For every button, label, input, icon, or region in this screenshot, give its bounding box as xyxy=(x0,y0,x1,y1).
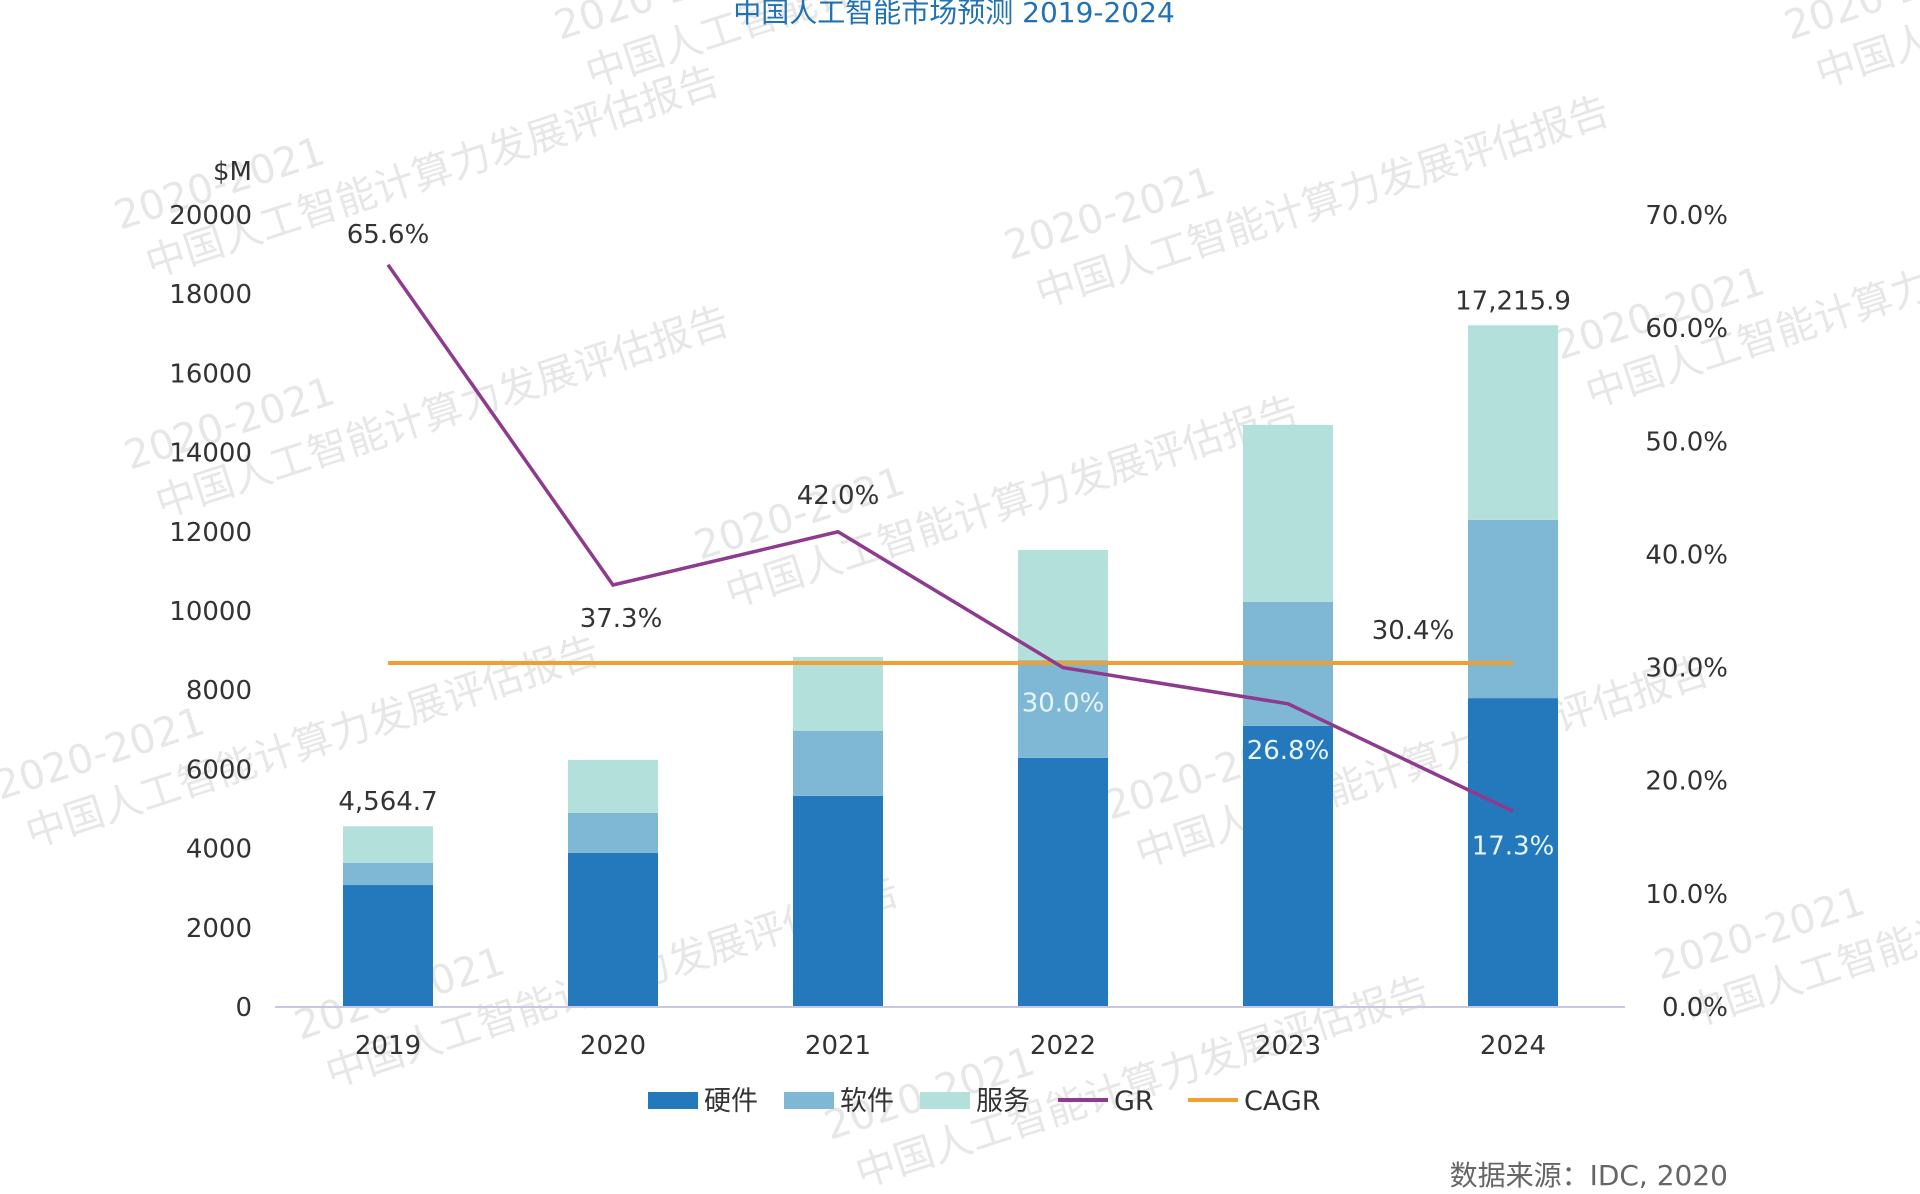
bar-segment-2019 xyxy=(343,885,433,1007)
y2-tick-label: 30.0% xyxy=(1645,654,1728,684)
bar-segment-2024 xyxy=(1468,325,1558,520)
cagr-label: 30.4% xyxy=(1372,616,1455,646)
y-tick-label: 12000 xyxy=(169,518,252,548)
legend-label: 软件 xyxy=(840,1086,894,1117)
bar-segment-2022 xyxy=(1018,660,1108,758)
bar-segment-2024 xyxy=(1468,698,1558,1007)
y2-tick-label: 10.0% xyxy=(1645,880,1728,910)
gr-label: 26.8% xyxy=(1247,736,1330,766)
x-tick-label: 2024 xyxy=(1480,1031,1546,1061)
x-axis: 2019 2020 2021 2022 2023 2024 xyxy=(355,1031,1546,1061)
lines xyxy=(386,263,1514,813)
y2-tick-label: 0.0% xyxy=(1662,993,1728,1023)
legend-label: CAGR xyxy=(1244,1086,1321,1117)
gr-line xyxy=(386,263,1514,813)
total-label: 17,215.9 xyxy=(1455,286,1571,316)
legend-label: GR xyxy=(1114,1086,1154,1117)
bar-segment-2022 xyxy=(1018,757,1108,1007)
bar-segment-2021 xyxy=(793,730,883,796)
bar-segment-2021 xyxy=(793,656,883,731)
legend-swatch-0 xyxy=(648,1092,698,1109)
total-label: 4,564.7 xyxy=(338,787,437,817)
chart-title: 中国人工智能市场预测 2019-2024 xyxy=(733,0,1175,29)
legend-swatch-2 xyxy=(920,1092,970,1109)
bars xyxy=(343,325,1558,1007)
gr-label: 42.0% xyxy=(797,481,880,511)
x-tick-label: 2023 xyxy=(1255,1031,1321,1061)
y-tick-label: 10000 xyxy=(169,597,252,627)
y-tick-label: 14000 xyxy=(169,439,252,469)
gr-label: 30.0% xyxy=(1022,689,1105,719)
bar-segment-2019 xyxy=(343,862,433,886)
legend-label: 服务 xyxy=(976,1086,1030,1117)
legend-swatch-1 xyxy=(784,1092,834,1109)
x-tick-label: 2020 xyxy=(580,1031,646,1061)
y-tick-label: 4000 xyxy=(186,835,252,865)
bar-segment-2023 xyxy=(1243,424,1333,602)
y2-tick-label: 20.0% xyxy=(1645,767,1728,797)
bar-segment-2024 xyxy=(1468,519,1558,699)
legend-label: 硬件 xyxy=(704,1086,758,1117)
gr-label: 17.3% xyxy=(1472,831,1555,861)
data-labels: 65.6% 37.3% 42.0% 30.0% 26.8% 17.3% 30.4% 4,564… xyxy=(338,220,1571,861)
bar-segment-2020 xyxy=(568,812,658,853)
bar-segment-2020 xyxy=(568,759,658,813)
y2-tick-label: 50.0% xyxy=(1645,427,1728,457)
y-tick-label: 0 xyxy=(235,993,252,1023)
y-axis-unit-label: $M xyxy=(213,157,252,187)
y-tick-label: 8000 xyxy=(186,676,252,706)
x-tick-label: 2021 xyxy=(805,1031,871,1061)
y2-tick-label: 70.0% xyxy=(1645,201,1728,231)
y-tick-label: 6000 xyxy=(186,755,252,785)
gr-label: 37.3% xyxy=(580,604,663,634)
y-tick-label: 18000 xyxy=(169,280,252,310)
legend: 硬件 软件 服务 GR CAGR xyxy=(648,1086,1321,1117)
bar-segment-2021 xyxy=(793,795,883,1007)
x-tick-label: 2019 xyxy=(355,1031,421,1061)
y-axis-right: 0.0% 10.0% 20.0% 30.0% 40.0% 50.0% 60.0% 70.0% xyxy=(1645,201,1728,1023)
y-axis-left: 0 2000 4000 6000 8000 10000 12000 14000 16000 180… xyxy=(169,201,252,1023)
y2-tick-label: 40.0% xyxy=(1645,540,1728,570)
bar-segment-2023 xyxy=(1243,725,1333,1007)
bar-segment-2020 xyxy=(568,852,658,1007)
y-tick-label: 2000 xyxy=(186,914,252,944)
y2-tick-label: 60.0% xyxy=(1645,314,1728,344)
gr-label: 65.6% xyxy=(347,220,430,250)
x-tick-label: 2022 xyxy=(1030,1031,1096,1061)
y-tick-label: 20000 xyxy=(169,201,252,231)
bar-segment-2019 xyxy=(343,826,433,863)
bar-segment-2022 xyxy=(1018,550,1108,661)
source-note: 数据来源：IDC, 2020 xyxy=(1450,1159,1728,1192)
y-tick-label: 16000 xyxy=(169,359,252,389)
